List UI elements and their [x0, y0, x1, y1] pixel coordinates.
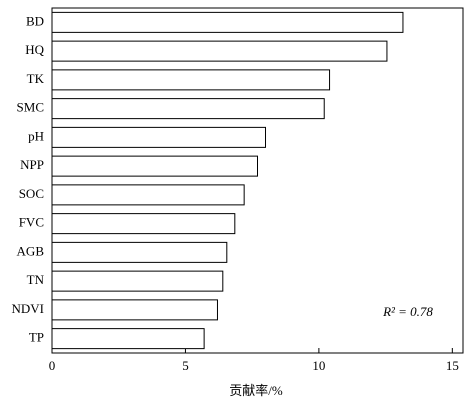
- y-tick-label: TK: [27, 71, 45, 86]
- bar: [51, 126, 267, 148]
- y-tick-label: AGB: [17, 243, 45, 258]
- annotation: R² = 0.78: [382, 304, 433, 319]
- bar: [51, 155, 258, 177]
- bar: [51, 98, 325, 120]
- y-tick-label: pH: [28, 128, 44, 143]
- bar: [51, 184, 245, 206]
- x-tick-label: 10: [312, 358, 325, 373]
- y-tick-label: SOC: [19, 186, 44, 201]
- y-tick-label: NPP: [20, 157, 44, 172]
- bar: [51, 270, 224, 292]
- bar: [51, 241, 228, 263]
- plot-frame: [51, 7, 464, 354]
- bar: [51, 328, 205, 350]
- bar: [51, 69, 331, 91]
- x-tick-label: 0: [49, 358, 56, 373]
- y-tick-label: BD: [26, 13, 44, 28]
- x-axis-label: 贡献率/%: [229, 383, 283, 398]
- bar: [51, 40, 388, 62]
- y-tick-label: FVC: [19, 215, 44, 230]
- bar: [51, 11, 404, 33]
- bar: [51, 213, 236, 235]
- y-tick-label: TN: [27, 272, 45, 287]
- y-tick-label: TP: [29, 330, 44, 345]
- y-tick-label: SMC: [17, 100, 44, 115]
- y-tick-label: NDVI: [12, 301, 45, 316]
- x-tick-label: 15: [446, 358, 459, 373]
- x-tick-label: 5: [182, 358, 189, 373]
- y-tick-label: HQ: [25, 42, 44, 57]
- bar: [51, 299, 218, 321]
